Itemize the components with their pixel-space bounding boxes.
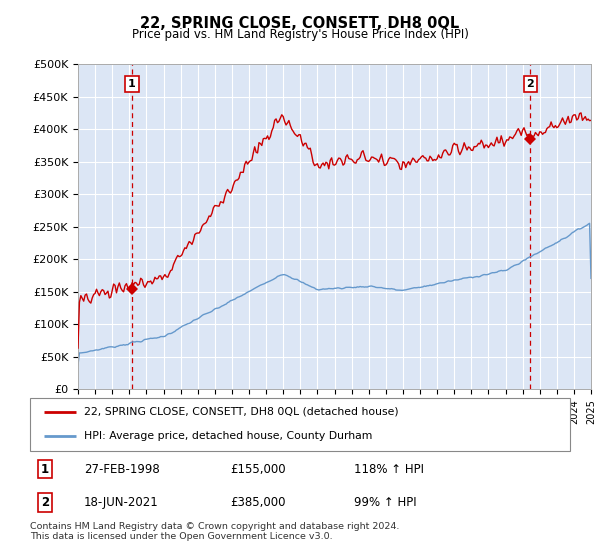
- Text: 22, SPRING CLOSE, CONSETT, DH8 0QL (detached house): 22, SPRING CLOSE, CONSETT, DH8 0QL (deta…: [84, 407, 398, 417]
- FancyBboxPatch shape: [30, 398, 570, 451]
- Text: Contains HM Land Registry data © Crown copyright and database right 2024.
This d: Contains HM Land Registry data © Crown c…: [30, 522, 400, 542]
- Text: 2: 2: [527, 79, 535, 89]
- Text: 22, SPRING CLOSE, CONSETT, DH8 0QL: 22, SPRING CLOSE, CONSETT, DH8 0QL: [140, 16, 460, 31]
- Text: 27-FEB-1998: 27-FEB-1998: [84, 463, 160, 475]
- Text: 18-JUN-2021: 18-JUN-2021: [84, 496, 159, 509]
- Text: 1: 1: [128, 79, 136, 89]
- Text: 99% ↑ HPI: 99% ↑ HPI: [354, 496, 416, 509]
- Text: £155,000: £155,000: [230, 463, 286, 475]
- Text: 1: 1: [41, 463, 49, 475]
- Text: £385,000: £385,000: [230, 496, 286, 509]
- Text: 118% ↑ HPI: 118% ↑ HPI: [354, 463, 424, 475]
- Text: HPI: Average price, detached house, County Durham: HPI: Average price, detached house, Coun…: [84, 431, 373, 441]
- Text: Price paid vs. HM Land Registry's House Price Index (HPI): Price paid vs. HM Land Registry's House …: [131, 28, 469, 41]
- Text: 2: 2: [41, 496, 49, 509]
